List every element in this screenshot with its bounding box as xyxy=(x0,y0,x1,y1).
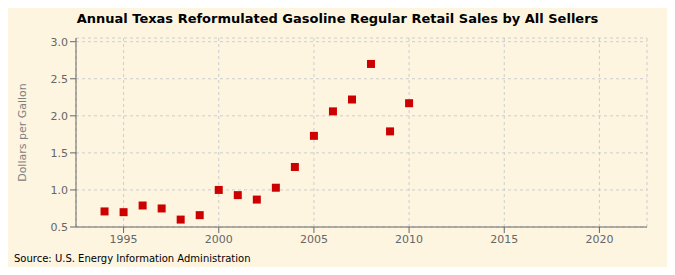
html-text:Source: U.S. Energy Informatio: Source: U.S. Energy Information Administ… xyxy=(14,253,251,264)
svg-text:Dollars per Gallon: Dollars per Gallon xyxy=(16,83,29,182)
svg-text:2015: 2015 xyxy=(490,233,518,246)
svg-text:2010: 2010 xyxy=(395,233,423,246)
svg-text:2020: 2020 xyxy=(585,233,613,246)
svg-text:2.5: 2.5 xyxy=(51,73,69,86)
svg-text:2.0: 2.0 xyxy=(51,110,69,123)
svg-text:1995: 1995 xyxy=(110,233,138,246)
html-text:Annual Texas Reformulated Gaso: Annual Texas Reformulated Gasoline Regul… xyxy=(76,11,599,26)
svg-text:1.0: 1.0 xyxy=(51,184,69,197)
svg-text:1.5: 1.5 xyxy=(51,147,69,160)
svg-text:0.5: 0.5 xyxy=(51,221,69,234)
svg-text:2000: 2000 xyxy=(205,233,233,246)
svg-text:3.0: 3.0 xyxy=(51,36,69,49)
svg-text:2005: 2005 xyxy=(300,233,328,246)
